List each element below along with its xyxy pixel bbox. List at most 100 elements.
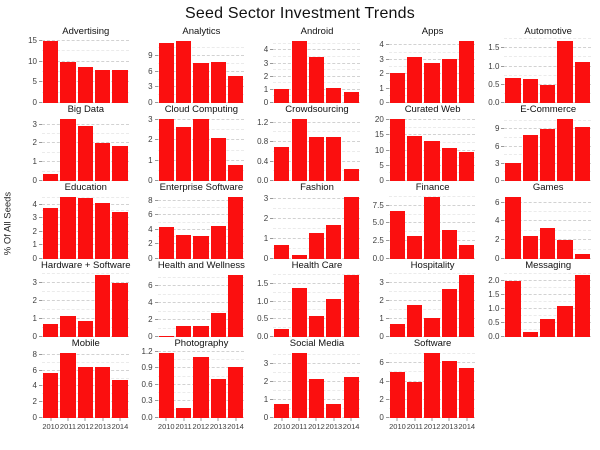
y-tick-mark — [270, 399, 274, 401]
panel-mobile: Mobile 0 2 4 6 8 2010 2011 2012 2013 2014 — [22, 338, 136, 434]
bar-2014 — [227, 164, 244, 181]
y-tick-mark — [501, 239, 505, 241]
panel-body: 0.0 2.5 5.0 7.5 — [369, 194, 483, 263]
bar-slot-2014 — [574, 194, 591, 259]
y-tick-mark — [385, 73, 389, 75]
y-tick-label: 6 — [32, 365, 37, 375]
minor-gridline — [273, 55, 360, 57]
bars — [158, 194, 245, 259]
minor-gridline — [157, 310, 245, 312]
bar-2011 — [522, 235, 538, 259]
bar-slot-2014 — [227, 116, 244, 181]
bar-slot-2011 — [59, 272, 76, 337]
bar-slot-2013 — [556, 116, 573, 181]
plot-area — [273, 194, 360, 259]
panel-title: Crowdsourcing — [285, 104, 349, 115]
bars — [42, 38, 129, 103]
major-gridline — [504, 128, 591, 130]
bar-slot-2011 — [175, 272, 192, 337]
y-axis: 0.0 0.5 1.0 1.5 — [253, 272, 274, 341]
y-tick-mark — [270, 282, 274, 284]
y-tick-mark — [501, 258, 505, 259]
panel-title: Health and Wellness — [157, 260, 245, 271]
bar-slot-2014 — [227, 272, 244, 337]
y-tick-label: 2 — [379, 69, 384, 79]
y-tick-label: 2 — [148, 239, 153, 249]
y-axis: 0 1 2 3 — [22, 116, 42, 185]
panel-title: Finance — [415, 182, 450, 193]
minor-gridline — [42, 273, 129, 275]
bar-slot-2010 — [42, 272, 59, 337]
y-tick-label: 2 — [494, 235, 500, 245]
minor-gridline — [273, 228, 360, 230]
bar-slot-2011 — [406, 194, 423, 259]
bar-2014 — [574, 253, 590, 259]
bar-2012 — [540, 318, 556, 337]
bar-slot-2010 — [158, 272, 175, 337]
y-axis: 0 3 6 9 — [484, 116, 505, 185]
bar-slot-2010 — [42, 194, 59, 259]
bar-2010 — [274, 245, 290, 259]
y-tick-mark — [501, 293, 505, 295]
bar-2011 — [175, 234, 192, 259]
plot-area — [157, 116, 245, 181]
panel-messaging: Messaging 0.0 0.5 1.0 1.5 2.0 — [484, 260, 598, 341]
bar-2011 — [522, 78, 538, 103]
bar-slot-2011 — [59, 38, 76, 103]
bar-2011 — [60, 197, 76, 259]
panel-title: Automotive — [524, 26, 572, 37]
panel-body: 0.0 0.3 0.6 0.9 1.2 — [138, 347, 252, 422]
bar-slot-2010 — [504, 272, 521, 337]
x-tick-mark — [466, 418, 468, 421]
bar-slot-2012 — [423, 350, 440, 418]
plot-area — [42, 350, 129, 418]
y-tick-mark — [270, 218, 274, 220]
y-tick-mark — [270, 75, 274, 77]
bar-2011 — [291, 41, 307, 103]
y-tick-label: 10 — [28, 56, 37, 66]
y-axis: 0 5 10 15 20 — [369, 116, 389, 185]
panel-body: 0 2 4 6 — [484, 194, 598, 263]
bar-slot-2010 — [42, 350, 59, 418]
bar-2010 — [505, 77, 521, 103]
minor-gridline — [42, 309, 129, 311]
bars — [389, 116, 476, 181]
y-tick-mark — [154, 199, 158, 201]
x-tick-mark — [102, 418, 104, 421]
bar-slot-2010 — [158, 38, 175, 103]
bar-slot-2012 — [192, 272, 209, 337]
bar-2014 — [343, 168, 359, 181]
y-tick-mark — [39, 282, 42, 284]
minor-gridline — [273, 131, 360, 133]
plot-area — [388, 350, 476, 418]
x-tick-label: 2011 — [406, 422, 423, 431]
y-axis: 0 2 4 6 — [138, 272, 158, 341]
bars — [389, 350, 476, 418]
bar-slot-2014 — [343, 194, 360, 259]
y-tick-label: 0 — [32, 413, 37, 422]
y-tick-mark — [270, 88, 274, 90]
major-gridline — [157, 285, 245, 287]
minor-gridline — [42, 196, 129, 198]
bar-slot-2011 — [291, 272, 308, 337]
minor-gridline — [273, 42, 360, 44]
bar-2011 — [291, 288, 307, 337]
bar-2013 — [441, 147, 458, 181]
bar-slot-2011 — [406, 38, 423, 103]
y-tick-mark — [385, 87, 389, 89]
bar-slot-2014 — [343, 350, 360, 418]
bar-2012 — [308, 137, 325, 181]
plot-area — [42, 38, 129, 103]
major-gridline — [157, 302, 245, 304]
y-tick-label: 0.3 — [141, 396, 153, 406]
panel-body: 0 1 2 3 4 — [369, 38, 483, 107]
bar-slot-2011 — [291, 38, 308, 103]
y-tick-label: 4 — [379, 376, 384, 386]
y-tick-label: 0 — [32, 254, 37, 263]
panel-body: 0 1 2 3 — [369, 272, 483, 341]
bar-slot-2010 — [389, 38, 406, 103]
y-tick-label: 2 — [148, 135, 153, 145]
bar-slot-2014 — [227, 350, 244, 418]
panel-cloud-computing: Cloud Computing 0 1 2 3 — [138, 104, 252, 185]
x-tick-mark — [281, 418, 283, 421]
